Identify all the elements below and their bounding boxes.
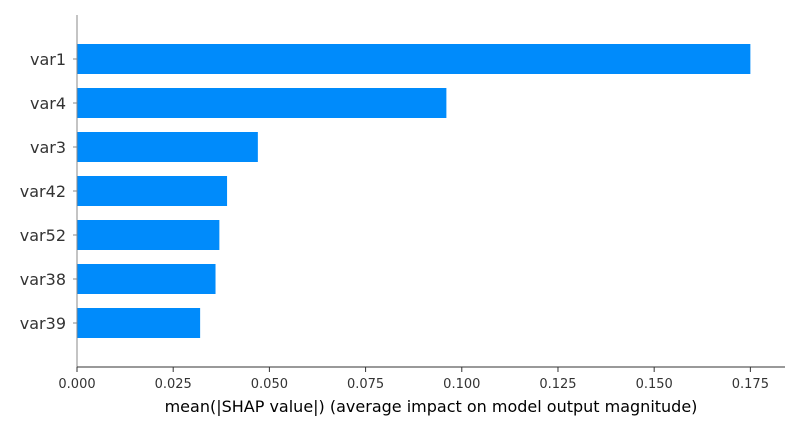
category-label: var39 xyxy=(20,314,66,333)
category-label: var1 xyxy=(30,50,66,69)
bar-var42 xyxy=(77,176,228,206)
bar-var38 xyxy=(77,264,216,294)
x-tick-label: 0.125 xyxy=(539,377,576,392)
category-label: var42 xyxy=(20,182,66,201)
category-labels: var1 var4 var3 var42 var52 var38 var39 xyxy=(20,50,77,333)
x-tick-label: 0.175 xyxy=(732,377,769,392)
x-axis-label: mean(|SHAP value|) (average impact on mo… xyxy=(165,397,698,416)
bar-var39 xyxy=(77,308,201,338)
x-tick-label: 0.075 xyxy=(347,377,384,392)
bar-var52 xyxy=(77,220,220,250)
x-tick-label: 0.100 xyxy=(443,377,480,392)
x-tick-label: 0.050 xyxy=(251,377,288,392)
category-label: var4 xyxy=(30,94,66,113)
category-label: var52 xyxy=(20,226,66,245)
bar-var1 xyxy=(77,44,751,74)
bars-group xyxy=(77,44,751,338)
x-ticks: 0.000 0.025 0.050 0.075 0.100 0.125 0.150 0.175 xyxy=(58,367,769,392)
bar-var3 xyxy=(77,132,258,162)
category-label: var38 xyxy=(20,270,66,289)
x-tick-label: 0.150 xyxy=(636,377,673,392)
category-label: var3 xyxy=(30,138,66,157)
x-tick-label: 0.000 xyxy=(58,377,95,392)
x-tick-label: 0.025 xyxy=(155,377,192,392)
bar-var4 xyxy=(77,88,447,118)
